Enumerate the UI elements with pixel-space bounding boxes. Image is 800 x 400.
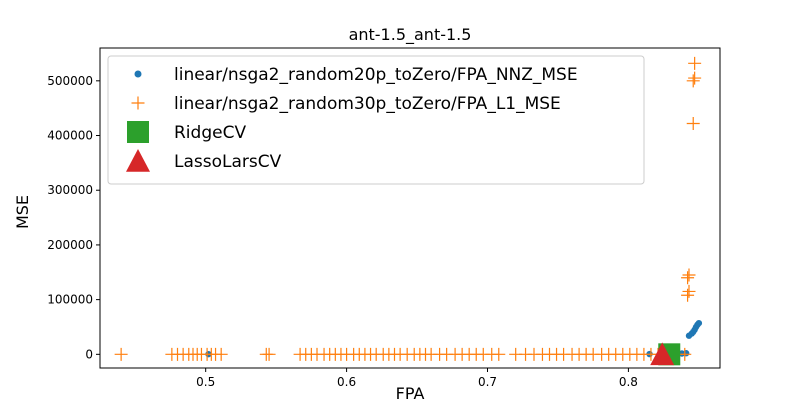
x-tick-label: 0.5 xyxy=(196,375,215,389)
legend-label: RidgeCV xyxy=(174,123,246,143)
y-tick-label: 200000 xyxy=(47,238,93,252)
scatter-point xyxy=(688,71,702,85)
ridgecv-marker xyxy=(127,121,149,143)
series-plus xyxy=(114,56,702,361)
legend: linear/nsga2_random20p_toZero/FPA_NNZ_MS… xyxy=(107,55,645,185)
scatter-point xyxy=(682,284,696,298)
x-tick-label: 0.8 xyxy=(619,375,638,389)
scatter-point xyxy=(688,56,702,70)
scatter-point xyxy=(492,347,506,361)
scatter-point xyxy=(695,319,703,327)
scatter-point xyxy=(114,347,128,361)
scatter-point xyxy=(686,74,700,88)
x-axis: 0.5 0.6 0.7 0.8 xyxy=(196,368,638,389)
axes-frame xyxy=(99,47,721,369)
legend-label: linear/nsga2_random20p_toZero/FPA_NNZ_MS… xyxy=(174,65,578,85)
lassolarscv-marker xyxy=(126,149,150,172)
y-tick-label: 400000 xyxy=(47,129,93,143)
lassolarscv-marker xyxy=(650,342,675,366)
x-tick-label: 0.6 xyxy=(337,375,356,389)
legend-label: linear/nsga2_random30p_toZero/FPA_L1_MSE xyxy=(174,94,561,114)
legend-label: LassoLarsCV xyxy=(174,152,282,172)
scatter-point xyxy=(682,350,690,357)
x-tick-label: 0.7 xyxy=(478,375,497,389)
scatter-point xyxy=(262,347,276,361)
scatter-point xyxy=(681,288,695,302)
scatter-point xyxy=(131,96,145,110)
scatter-point xyxy=(678,347,692,361)
chart-title: ant-1.5_ant-1.5 xyxy=(349,25,472,45)
y-tick-label: 300000 xyxy=(47,183,93,197)
scatter-point xyxy=(682,268,696,282)
y-tick-label: 500000 xyxy=(47,74,93,88)
scatter-point xyxy=(134,70,142,78)
scatter-point xyxy=(681,271,695,285)
y-tick-label: 100000 xyxy=(47,293,93,307)
scatter-point xyxy=(686,116,700,130)
legend-box xyxy=(107,55,645,185)
y-axis: 0 100000 200000 300000 400000 500000 xyxy=(47,74,100,361)
series-triangle xyxy=(650,342,675,366)
plot-area xyxy=(114,56,703,366)
scatter-point xyxy=(214,347,228,361)
x-axis-label: FPA xyxy=(396,384,425,400)
y-tick-label: 0 xyxy=(85,347,93,361)
series-circle xyxy=(205,319,703,358)
y-axis-label: MSE xyxy=(13,195,32,229)
